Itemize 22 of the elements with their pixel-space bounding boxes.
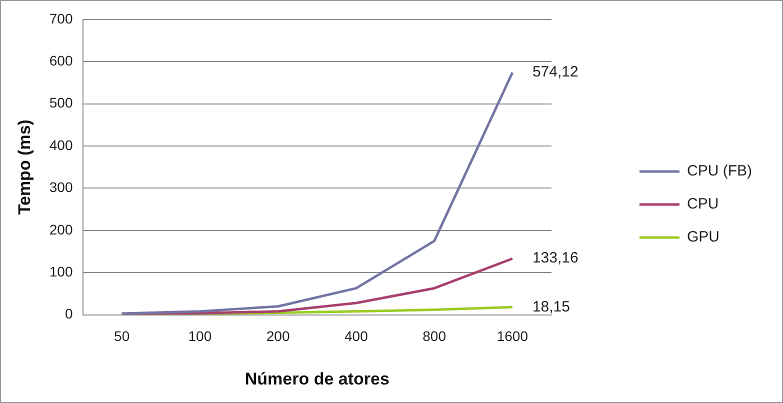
data-label: 574,12 [532,64,578,81]
x-tick-label: 100 [188,328,212,344]
data-label: 18,15 [532,298,570,316]
y-tick-label: 100 [49,263,73,280]
x-tick-label: 50 [114,328,130,344]
y-tick-label: 200 [49,221,73,238]
x-tick-label: 200 [266,328,290,344]
y-axis-title: Tempo (ms) [14,120,34,215]
data-label: 133,16 [532,250,578,267]
legend-label: GPU [687,228,720,246]
y-tick-label: 500 [49,94,73,111]
x-tick-label: 1600 [496,328,528,344]
y-tick-label: 700 [49,10,73,26]
legend-label: CPU [687,196,719,213]
y-tick-label: 600 [49,52,73,68]
legend-label: CPU (FB) [687,162,752,180]
y-tick-label: 0 [64,306,73,322]
x-tick-label: 800 [422,328,446,344]
y-tick-label: 400 [49,136,73,153]
x-tick-label: 400 [344,328,368,344]
y-tick-label: 300 [49,179,73,196]
x-axis-title: Número de atores [244,369,390,388]
